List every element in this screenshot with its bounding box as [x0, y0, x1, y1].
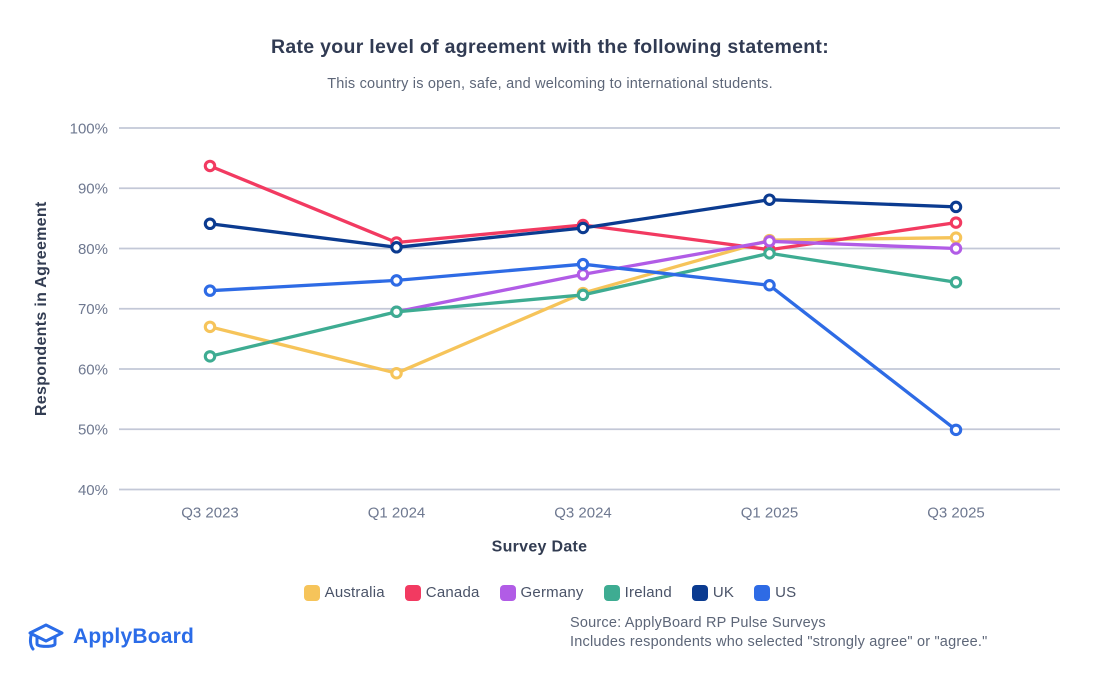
x-tick-label: Q1 2024 [368, 505, 426, 522]
legend-swatch-germany [499, 584, 516, 601]
data-point-germany [576, 268, 590, 281]
legend-label-ireland: Ireland [624, 584, 672, 601]
applyboard-logo: ApplyBoard [26, 620, 194, 654]
legend-label-us: US [775, 584, 797, 601]
data-point-uk [763, 193, 776, 206]
x-tick-label: Q1 2025 [741, 505, 799, 522]
data-point-ireland [576, 288, 590, 302]
x-tick-label: Q3 2023 [181, 505, 239, 522]
legend-swatch-australia [303, 584, 320, 601]
data-point-uk [390, 241, 403, 254]
graduation-cap-icon [28, 623, 64, 651]
y-tick-label: 100% [70, 120, 108, 137]
source-line-1: Source: ApplyBoard RP Pulse Surveys [570, 615, 826, 631]
legend-item-uk: UK [691, 584, 735, 601]
x-tick-label: Q3 2024 [554, 505, 612, 522]
data-point-australia [390, 366, 403, 380]
data-point-uk [576, 221, 590, 235]
legend-item-canada: Canada [404, 584, 480, 601]
data-point-ireland [203, 350, 217, 363]
data-point-us [576, 257, 590, 271]
agreement-line-chart: 100% 90% 80% 70% 60% 50% 40% Q3 2023 Q1 2024 Q3 2… [33, 120, 1060, 556]
legend-item-germany: Germany [499, 584, 584, 601]
y-axis-title: Respondents in Agreement [33, 201, 50, 416]
chart-legend: Australia Canada Germany Ireland UK US [0, 584, 1100, 601]
y-tick-label: 50% [78, 422, 108, 439]
data-point-uk [203, 217, 217, 231]
data-point-australia [949, 231, 963, 244]
data-point-us [949, 423, 963, 437]
legend-label-germany: Germany [520, 584, 584, 601]
series-line-germany [394, 239, 958, 314]
data-point-ireland [763, 247, 776, 260]
legend-label-uk: UK [712, 584, 735, 601]
y-tick-label: 60% [78, 361, 108, 378]
data-point-canada [949, 216, 963, 229]
legend-item-australia: Australia [303, 584, 385, 601]
x-axis-title: Survey Date [492, 539, 588, 556]
y-tick-label: 40% [78, 482, 108, 499]
legend-label-australia: Australia [324, 584, 385, 601]
data-point-us [763, 279, 776, 292]
data-point-germany [763, 235, 776, 248]
data-point-ireland [949, 275, 963, 289]
legend-swatch-us [754, 584, 771, 601]
legend-swatch-canada [404, 584, 421, 601]
chart-title: Rate your level of agreement with the fo… [270, 36, 830, 58]
applyboard-logo-text: ApplyBoard [73, 625, 195, 648]
data-point-uk [949, 200, 963, 214]
chart-subtitle: This country is open, safe, and welcomin… [327, 76, 773, 92]
source-line-2: Includes respondents who selected "stron… [570, 634, 988, 650]
y-tick-label: 70% [78, 301, 108, 318]
legend-swatch-uk [691, 584, 708, 601]
data-point-us [390, 274, 403, 287]
legend-item-us: US [754, 584, 796, 601]
data-point-germany [949, 242, 963, 255]
x-tick-label: Q3 2025 [927, 505, 985, 522]
legend-swatch-ireland [603, 584, 620, 601]
source-note: Source: ApplyBoard RP Pulse Surveys Incl… [570, 614, 987, 652]
data-point-us [203, 284, 217, 297]
y-tick-label: 80% [78, 241, 108, 258]
legend-item-ireland: Ireland [603, 584, 672, 601]
y-tick-label: 90% [78, 181, 108, 198]
data-point-ireland [390, 305, 403, 319]
legend-label-canada: Canada [425, 584, 480, 601]
data-point-canada [203, 159, 217, 173]
data-point-australia [203, 320, 217, 334]
